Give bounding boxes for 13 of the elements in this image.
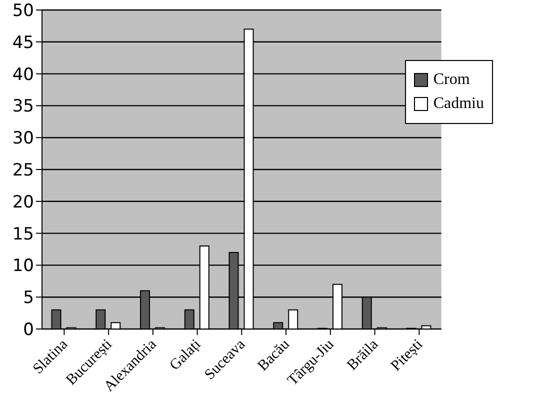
y-tick-label: 35 xyxy=(12,96,34,117)
y-tick-label: 0 xyxy=(23,320,34,340)
legend-label: Crom xyxy=(432,71,471,89)
y-tick-label: 10 xyxy=(12,256,34,276)
y-tick-label: 30 xyxy=(12,128,34,149)
y-tick-label: 5 xyxy=(23,288,34,308)
y-tick-label: 50 xyxy=(12,1,34,22)
legend-label: Cadmiu xyxy=(432,95,484,113)
y-tick-label: 25 xyxy=(12,160,34,181)
y-tick-label: 40 xyxy=(12,64,34,85)
y-tick-label: 45 xyxy=(12,32,34,53)
y-tick-label: 15 xyxy=(12,224,34,244)
y-tick-label: 20 xyxy=(12,192,34,212)
